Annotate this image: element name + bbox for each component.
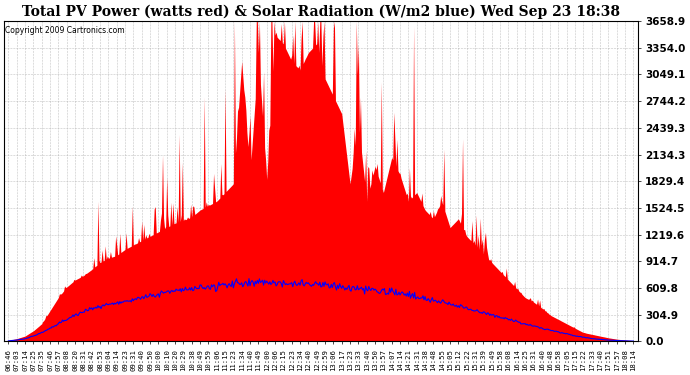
Title: Total PV Power (watts red) & Solar Radiation (W/m2 blue) Wed Sep 23 18:38: Total PV Power (watts red) & Solar Radia… [22, 4, 620, 18]
Text: Copyright 2009 Cartronics.com: Copyright 2009 Cartronics.com [5, 26, 124, 35]
